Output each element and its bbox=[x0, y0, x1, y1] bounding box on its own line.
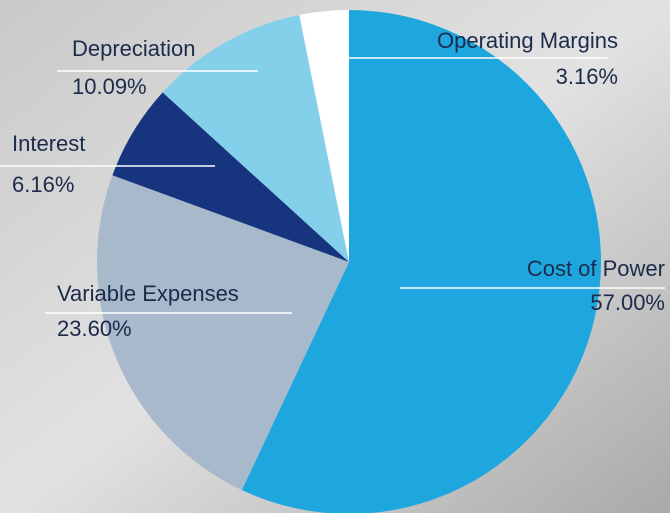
pie-slice bbox=[162, 14, 349, 263]
slice-label: Variable Expenses bbox=[57, 281, 239, 306]
pie-slice bbox=[241, 10, 601, 513]
slice-value-label: 6.16% bbox=[12, 172, 74, 197]
pie-slice bbox=[96, 175, 350, 491]
slice-label: Interest bbox=[12, 131, 85, 156]
pie-slice bbox=[299, 10, 349, 262]
slice-label: Operating Margins bbox=[437, 28, 618, 53]
slice-value-label: 23.60% bbox=[57, 316, 132, 341]
pie-slice bbox=[112, 92, 350, 262]
slice-label: Cost of Power bbox=[527, 256, 665, 281]
slice-label: Depreciation bbox=[72, 36, 196, 61]
slice-value-label: 3.16% bbox=[556, 64, 618, 89]
slice-value-label: 57.00% bbox=[590, 290, 665, 315]
slice-value-label: 10.09% bbox=[72, 74, 147, 99]
